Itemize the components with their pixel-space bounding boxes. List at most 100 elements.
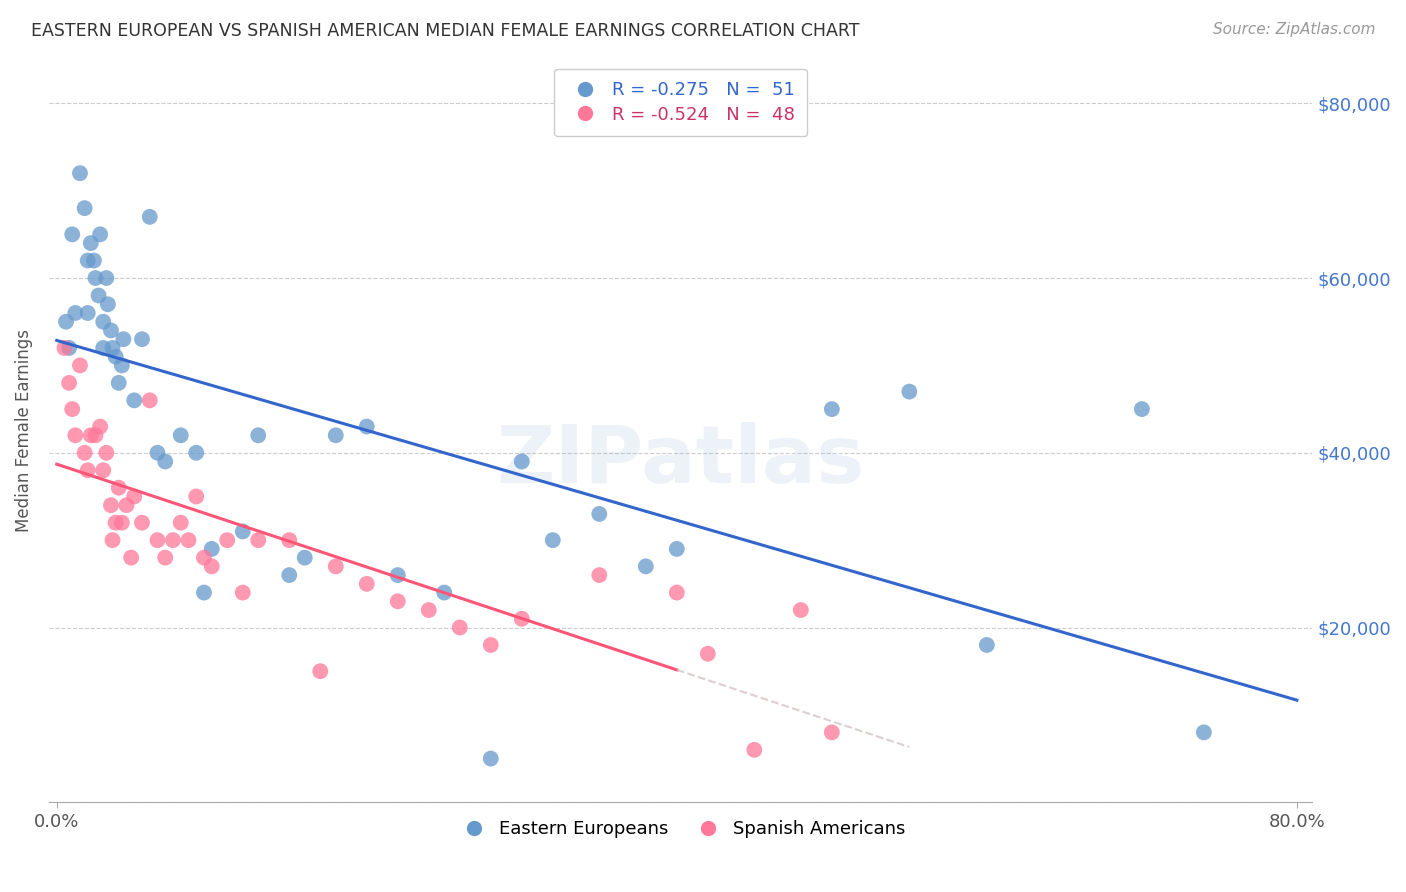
Point <box>356 419 378 434</box>
Point <box>588 568 610 582</box>
Point <box>278 568 301 582</box>
Point <box>89 419 111 434</box>
Point <box>325 559 347 574</box>
Point <box>97 297 120 311</box>
Point <box>898 384 921 399</box>
Point <box>101 533 124 548</box>
Point <box>177 533 200 548</box>
Point <box>510 612 533 626</box>
Point <box>111 516 134 530</box>
Point <box>131 516 153 530</box>
Point <box>162 533 184 548</box>
Point <box>541 533 564 548</box>
Point <box>120 550 142 565</box>
Point <box>387 594 409 608</box>
Point <box>84 428 107 442</box>
Point <box>201 559 224 574</box>
Point <box>634 559 657 574</box>
Point <box>107 376 129 390</box>
Text: ZIPatlas: ZIPatlas <box>496 422 865 500</box>
Point <box>101 341 124 355</box>
Point <box>122 393 145 408</box>
Point <box>112 332 135 346</box>
Legend: Eastern Europeans, Spanish Americans: Eastern Europeans, Spanish Americans <box>449 813 912 846</box>
Point <box>91 341 114 355</box>
Point <box>100 498 122 512</box>
Point <box>1192 725 1215 739</box>
Point <box>146 533 169 548</box>
Point <box>87 288 110 302</box>
Point <box>76 306 98 320</box>
Point <box>665 541 688 556</box>
Point <box>155 550 177 565</box>
Point <box>83 253 105 268</box>
Point <box>278 533 301 548</box>
Point <box>510 454 533 468</box>
Point <box>665 585 688 599</box>
Point <box>193 550 215 565</box>
Point <box>53 341 76 355</box>
Point <box>232 585 254 599</box>
Point <box>60 402 83 417</box>
Point <box>58 376 80 390</box>
Point <box>387 568 409 582</box>
Point <box>479 751 502 765</box>
Point <box>1130 402 1153 417</box>
Point <box>84 271 107 285</box>
Point <box>104 516 127 530</box>
Point <box>107 481 129 495</box>
Point <box>186 446 208 460</box>
Point <box>247 428 270 442</box>
Point <box>790 603 813 617</box>
Point <box>96 446 118 460</box>
Point <box>976 638 998 652</box>
Point <box>131 332 153 346</box>
Point <box>60 227 83 242</box>
Point <box>232 524 254 539</box>
Point <box>588 507 610 521</box>
Point <box>73 446 96 460</box>
Point <box>91 463 114 477</box>
Point <box>65 306 87 320</box>
Point <box>138 210 160 224</box>
Point <box>69 166 91 180</box>
Point <box>325 428 347 442</box>
Text: EASTERN EUROPEAN VS SPANISH AMERICAN MEDIAN FEMALE EARNINGS CORRELATION CHART: EASTERN EUROPEAN VS SPANISH AMERICAN MED… <box>31 22 859 40</box>
Point <box>89 227 111 242</box>
Point <box>217 533 239 548</box>
Point <box>96 271 118 285</box>
Point <box>201 541 224 556</box>
Point <box>55 315 77 329</box>
Point <box>104 350 127 364</box>
Point <box>122 490 145 504</box>
Point <box>433 585 456 599</box>
Point <box>696 647 718 661</box>
Text: Source: ZipAtlas.com: Source: ZipAtlas.com <box>1212 22 1375 37</box>
Point <box>76 253 98 268</box>
Point <box>73 201 96 215</box>
Point <box>479 638 502 652</box>
Point <box>821 725 844 739</box>
Point <box>69 359 91 373</box>
Point <box>91 315 114 329</box>
Point <box>294 550 316 565</box>
Point <box>170 428 193 442</box>
Point <box>155 454 177 468</box>
Point <box>138 393 160 408</box>
Point <box>186 490 208 504</box>
Point <box>449 621 471 635</box>
Point <box>146 446 169 460</box>
Point <box>247 533 270 548</box>
Point <box>821 402 844 417</box>
Point <box>80 236 103 251</box>
Point <box>742 743 765 757</box>
Point <box>80 428 103 442</box>
Point <box>418 603 440 617</box>
Point <box>356 577 378 591</box>
Point <box>170 516 193 530</box>
Point <box>76 463 98 477</box>
Point <box>115 498 138 512</box>
Y-axis label: Median Female Earnings: Median Female Earnings <box>15 329 32 533</box>
Point <box>58 341 80 355</box>
Point <box>309 664 332 678</box>
